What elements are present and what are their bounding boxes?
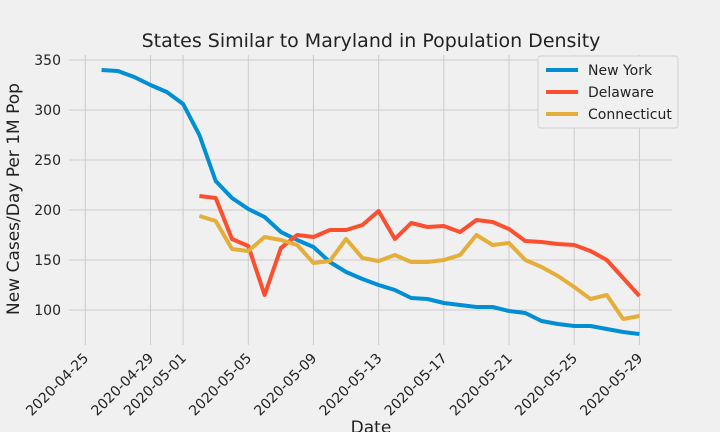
legend-label-connecticut: Connecticut <box>588 107 672 123</box>
x-axis-label: Date <box>351 418 392 432</box>
y-tick-label: 350 <box>34 53 61 69</box>
legend-box <box>537 55 679 129</box>
series-lines <box>101 68 641 336</box>
legend-label-new-york: New York <box>588 63 653 79</box>
y-tick-label: 200 <box>34 203 61 219</box>
y-tick-label: 250 <box>34 153 61 169</box>
series-line-connecticut <box>198 214 640 321</box>
chart-title: States Similar to Maryland in Population… <box>142 30 601 52</box>
legend: New York Delaware Connecticut <box>537 55 679 129</box>
y-tick-label: 300 <box>34 103 61 119</box>
y-axis-label: New Cases/Day Per 1M Pop <box>4 83 24 315</box>
series-line-new-york <box>101 68 640 336</box>
y-tick-label: 150 <box>34 253 61 269</box>
y-tick-label: 100 <box>34 303 61 319</box>
series-line-delaware <box>199 194 641 298</box>
legend-label-delaware: Delaware <box>588 85 654 101</box>
